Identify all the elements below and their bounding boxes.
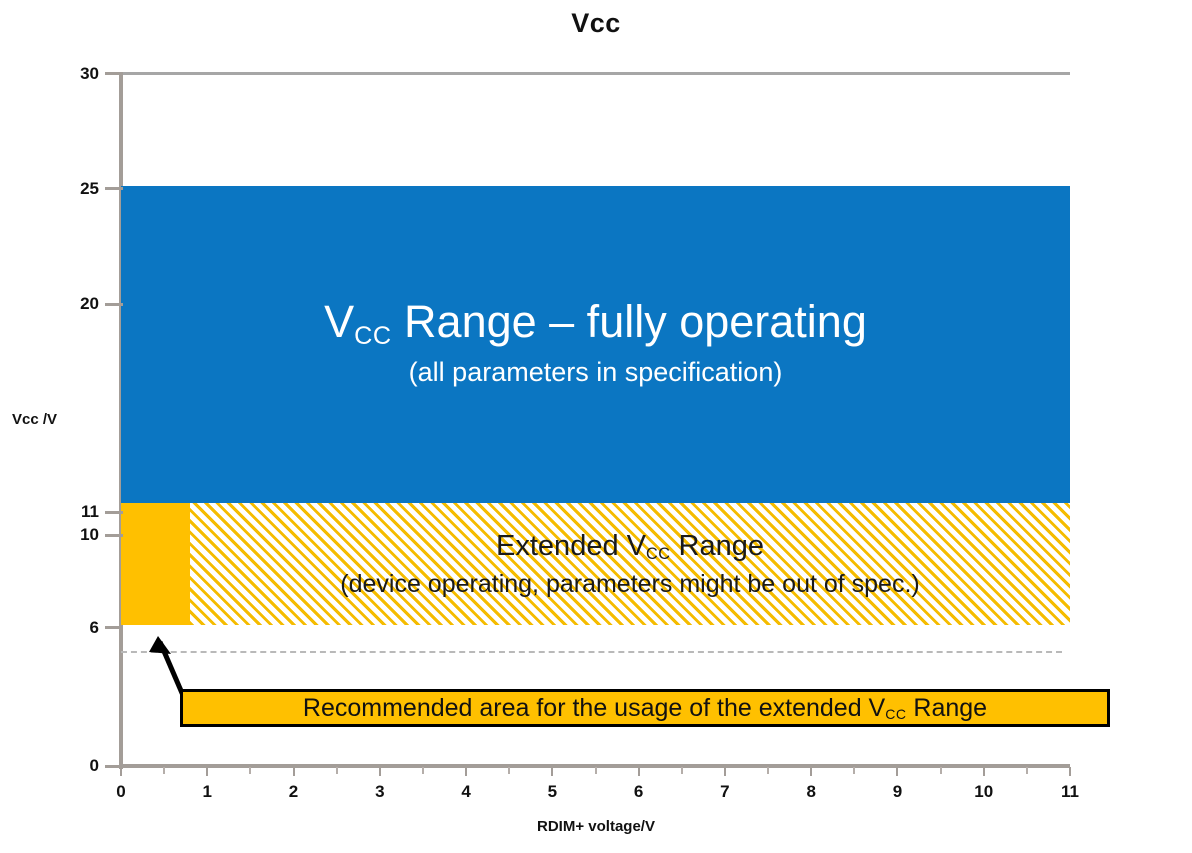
x-axis-tick-5 [551,767,554,776]
y-axis-tick-11 [105,510,123,514]
x-axis-minor-tick-7 [767,767,770,774]
x-axis-label-1: 1 [202,782,212,801]
x-axis-minor-tick-2 [335,767,338,774]
y-axis-label-6: 6 [89,617,99,637]
x-axis-tick-2 [292,767,295,776]
callout-box-recommended-area: Recommended area for the usage of the ex… [180,689,1110,727]
callout-label: Recommended area for the usage of the ex… [302,693,988,723]
x-axis-minor-tick-5 [594,767,597,774]
x-axis-label-4: 4 [461,782,471,801]
region-recommended-area [121,503,190,625]
region-extended-vcc [190,503,1070,625]
y-axis-label-11: 11 [81,502,99,522]
region-full-operating [121,186,1070,503]
y-axis-label-0: 0 [89,756,99,775]
y-axis-tick-25 [105,187,123,191]
x-axis-label-7: 7 [720,782,730,801]
y-axis-tick-10 [105,533,123,537]
x-axis-label-11: 11 [1061,782,1079,801]
callout-text-pre: Recommended area for the usage of the ex… [302,693,886,722]
x-axis-tick-4 [465,767,468,776]
x-axis-label-10: 10 [974,782,994,801]
x-axis-label-6: 6 [633,782,644,801]
x-axis-label-0: 0 [116,782,126,801]
y-axis-tick-0 [105,764,123,768]
x-axis-tick-7 [723,767,726,776]
page-title: Vcc [571,8,621,38]
x-axis-label-2: 2 [288,782,299,801]
x-axis-minor-tick-10 [1025,767,1028,774]
x-axis-tick-0 [120,767,122,776]
x-axis-tick-9 [896,767,899,776]
x-axis-label-9: 9 [892,782,903,801]
x-axis-minor-tick-1 [249,767,252,774]
x-axis-minor-tick-0 [163,767,166,774]
x-axis-tick-3 [378,767,381,776]
x-axis-label-5: 5 [547,782,558,801]
x-axis-tick-11 [1069,767,1071,776]
x-axis-minor-tick-6 [680,767,683,774]
gridline-top [121,72,1070,75]
x-axis-label-3: 3 [375,782,385,801]
x-axis-line [119,764,1070,768]
y-axis-label-10: 10 [80,525,99,545]
x-axis-tick-8 [810,767,813,776]
x-axis-minor-tick-3 [421,767,424,774]
callout-text-post: Range [906,693,988,722]
x-axis-minor-tick-4 [508,767,511,774]
y-axis-title: Vcc /V [12,411,58,428]
y-axis-tick-20 [105,302,123,306]
y-axis-label-30: 30 [80,63,99,83]
y-axis-label-20: 20 [80,294,99,314]
y-axis-tick-30 [105,72,123,75]
x-axis-tick-10 [982,767,985,776]
y-axis-label-25: 25 [80,178,99,198]
x-axis-tick-1 [206,767,209,776]
dashed-reference-line [121,651,1062,653]
x-axis-title: RDIM+ voltage/V [537,818,655,835]
x-axis-minor-tick-8 [853,767,856,774]
x-axis-label-8: 8 [806,782,816,801]
callout-vcc-subscript: CC [885,706,907,723]
x-axis-minor-tick-9 [939,767,942,774]
y-axis-tick-6 [105,626,123,629]
x-axis-tick-6 [637,767,640,776]
